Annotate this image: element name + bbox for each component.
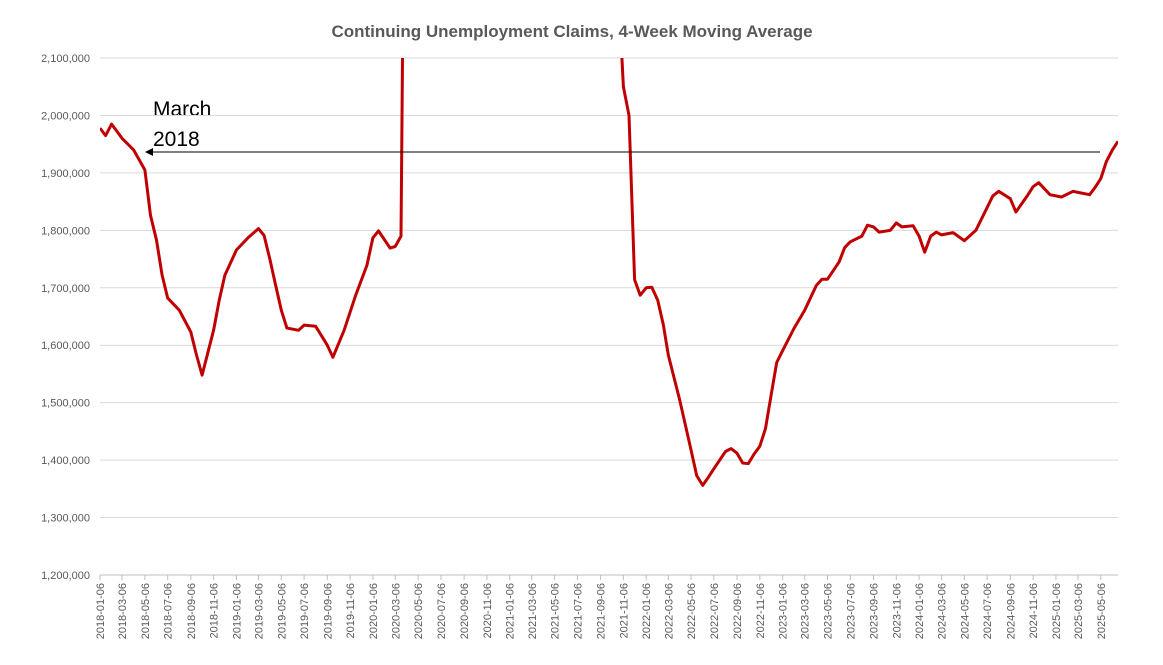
y-tick-label: 1,600,000 [41, 340, 90, 352]
x-tick-label: 2025-01-06 [1051, 583, 1063, 639]
x-tick-label: 2021-05-06 [550, 583, 562, 639]
x-tick-label: 2023-07-06 [845, 583, 857, 639]
x-tick-label: 2023-05-06 [823, 583, 835, 639]
x-tick-label: 2023-09-06 [869, 583, 881, 639]
x-tick-label: 2024-11-06 [1028, 583, 1040, 638]
x-tick-label: 2023-03-06 [800, 583, 812, 639]
x-tick-label: 2022-09-06 [732, 583, 744, 639]
y-tick-label: 1,900,000 [41, 168, 90, 180]
x-tick-label: 2021-07-06 [572, 583, 584, 639]
x-tick-label: 2021-03-06 [527, 583, 539, 639]
annotation: 2018 [153, 128, 200, 151]
x-tick-label: 2018-01-06 [95, 583, 107, 639]
data-line [100, 58, 1118, 487]
x-tick-label: 2019-03-06 [254, 583, 266, 639]
x-tick-label: 2018-05-06 [140, 583, 152, 639]
x-tick-label: 2019-11-06 [345, 583, 357, 638]
x-tick-label: 2022-01-06 [641, 583, 653, 639]
x-tick-label: 2018-09-06 [186, 583, 198, 639]
x-tick-label: 2020-09-06 [459, 583, 471, 639]
x-tick-label: 2022-07-06 [709, 583, 721, 639]
x-tick-label: 2020-07-06 [436, 583, 448, 639]
x-tick-label: 2020-11-06 [482, 583, 494, 638]
x-tick-label: 2018-03-06 [117, 583, 129, 639]
x-tick-label: 2021-11-06 [618, 583, 630, 638]
annotation: March [153, 98, 211, 121]
x-tick-label: 2022-05-06 [686, 583, 698, 639]
y-tick-label: 2,000,000 [41, 110, 90, 122]
x-tick-label: 2023-01-06 [778, 583, 790, 639]
x-tick-label: 2024-07-06 [982, 583, 994, 639]
x-tick-label: 2019-01-06 [231, 583, 243, 639]
x-tick-label: 2024-05-06 [959, 583, 971, 639]
x-tick-label: 2024-03-06 [937, 583, 949, 639]
y-tick-label: 1,200,000 [41, 570, 90, 582]
x-tick-label: 2020-01-06 [368, 583, 380, 639]
y-tick-label: 2,100,000 [41, 53, 90, 65]
x-tick-label: 2020-05-06 [413, 583, 425, 639]
x-tick-label: 2022-11-06 [755, 583, 767, 638]
x-tick-label: 2021-01-06 [505, 583, 517, 639]
y-tick-label: 1,500,000 [41, 398, 90, 410]
y-tick-label: 1,700,000 [41, 283, 90, 295]
x-tick-label: 2023-11-06 [891, 583, 903, 638]
y-tick-label: 1,800,000 [41, 225, 90, 237]
x-tick-label: 2018-07-06 [163, 583, 175, 639]
x-tick-label: 2019-09-06 [322, 583, 334, 639]
x-tick-label: 2019-05-06 [276, 583, 288, 639]
chart-title: Continuing Unemployment Claims, 4-Week M… [331, 22, 812, 41]
x-tick-label: 2024-09-06 [1005, 583, 1017, 639]
x-tick-label: 2025-05-06 [1096, 583, 1108, 639]
x-tick-label: 2021-09-06 [596, 583, 608, 639]
x-tick-label: 2025-03-06 [1073, 583, 1085, 639]
x-tick-label: 2024-01-06 [914, 583, 926, 639]
x-tick-label: 2018-11-06 [209, 583, 221, 638]
x-tick-label: 2020-03-06 [390, 583, 402, 639]
x-tick-label: 2022-03-06 [663, 583, 675, 639]
y-tick-label: 1,300,000 [41, 513, 90, 525]
y-tick-label: 1,400,000 [41, 455, 90, 467]
x-tick-label: 2019-07-06 [299, 583, 311, 639]
